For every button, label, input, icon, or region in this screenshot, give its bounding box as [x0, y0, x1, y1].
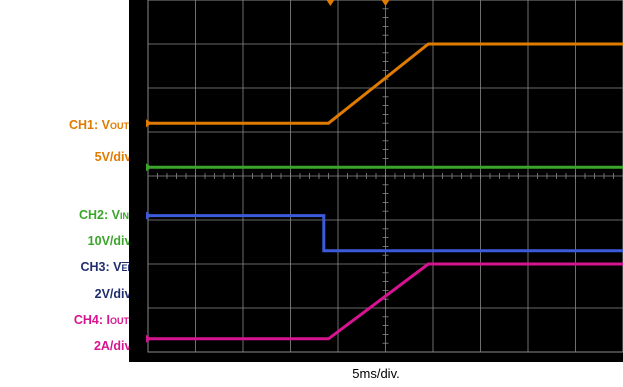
ch4-ground-marker — [146, 334, 152, 343]
ch3-subscript: EN — [121, 263, 134, 273]
scope-markers — [146, 0, 390, 343]
oscilloscope-screen — [129, 0, 623, 362]
ch2-label: CH2: VIN1 — [79, 208, 134, 223]
ch1-subscript: OUT1 — [109, 121, 134, 131]
trace-ch1 — [148, 42, 623, 125]
channel-labels: CH1: VOUT1 5V/div. CH2: VIN1 10V/div. CH… — [0, 0, 134, 387]
ch3-label: CH3: VEN — [81, 260, 135, 275]
ch1-name: CH1: V — [69, 118, 110, 132]
ch4-subscript: OUT1 — [109, 316, 134, 326]
ch3-name: CH3: V — [80, 260, 122, 274]
ch1-scale: 5V/div. — [94, 150, 134, 164]
ch4-name: CH4: I — [73, 313, 110, 327]
ch3-scale: 2V/div. — [94, 287, 134, 301]
timebase-label: 5ms/div. — [352, 366, 400, 381]
ch4-scale: 2A/div. — [93, 339, 134, 353]
ch2-name: CH2: V — [79, 208, 120, 222]
ch2-ground-marker — [146, 163, 152, 172]
center-marker — [381, 0, 390, 6]
scope-grid — [147, 0, 623, 353]
ch1-ground-marker — [146, 119, 152, 128]
trace-ch4 — [148, 262, 623, 341]
ch1-label: CH1: VOUT1 — [69, 118, 134, 133]
ch2-scale: 10V/div. — [87, 234, 134, 248]
ch3-ground-marker — [146, 211, 152, 220]
trace-ch3 — [148, 214, 623, 253]
trigger-marker — [326, 0, 335, 6]
scope-traces — [148, 42, 623, 341]
ch4-label: CH4: IOUT1 — [74, 313, 134, 328]
ch2-subscript: IN1 — [119, 211, 134, 221]
